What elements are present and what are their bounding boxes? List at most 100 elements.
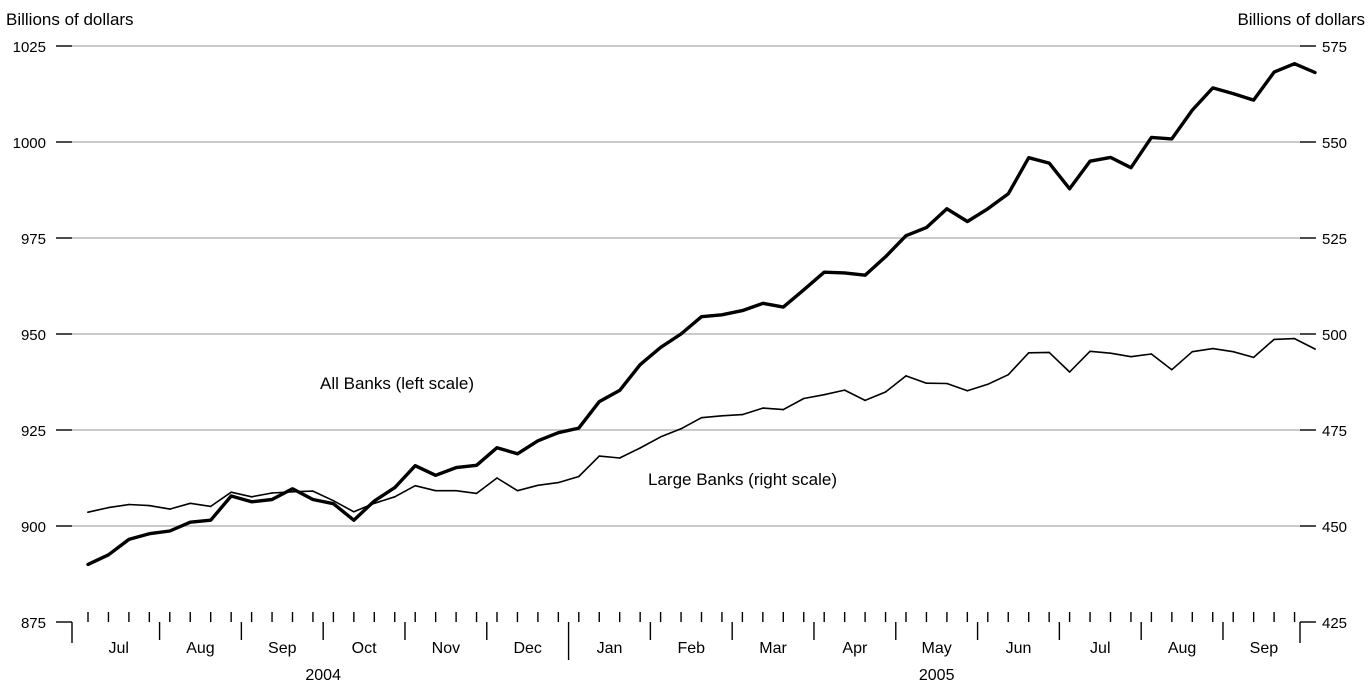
data-point [618,389,621,392]
month-label: May [922,640,952,657]
right-y-tick-label: 575 [1322,39,1347,56]
data-point [802,397,805,400]
data-point [680,333,682,335]
data-point [128,503,130,506]
data-point [312,498,314,501]
data-point [1314,71,1316,74]
data-point [905,375,907,377]
data-point [291,491,294,493]
data-point [659,436,662,438]
year-label: 2004 [305,667,341,683]
data-point [618,457,621,459]
data-point [639,447,641,449]
year-label: 2005 [919,667,955,683]
data-point [332,502,335,505]
data-point [1273,71,1275,73]
data-point [1150,136,1153,139]
data-point [455,489,457,492]
data-point [1089,160,1091,162]
data-point [741,309,744,312]
data-point [1007,373,1010,376]
data-point [393,486,396,489]
month-label: Jan [597,640,623,657]
data-point [189,521,192,523]
data-point [1130,166,1132,169]
data-point [578,475,580,478]
data-point [1314,348,1316,350]
data-point [1232,350,1234,353]
data-point [353,519,355,522]
left-y-tick-label: 875 [21,615,46,632]
data-point [782,408,785,411]
data-point [966,220,969,223]
data-point [128,538,130,541]
data-point [1130,355,1132,358]
data-point [843,389,846,391]
data-point [884,256,887,258]
month-label: Sep [1250,640,1279,657]
data-point [1191,350,1194,353]
data-point [987,383,989,386]
data-point [169,530,171,532]
month-label: Jul [108,640,128,657]
data-point [578,427,580,429]
data-point [1293,62,1296,65]
data-point [823,393,825,396]
data-point [823,271,825,273]
data-point [1273,338,1275,341]
data-point [496,477,498,479]
data-point [1211,87,1214,89]
data-point [434,474,437,477]
data-point [230,495,232,497]
data-point [802,289,805,291]
data-point [557,431,560,434]
data-point [782,306,785,308]
data-point [925,226,928,229]
data-point [475,492,478,495]
data-point [639,363,641,366]
large-banks-annotation: Large Banks (right scale) [648,470,837,489]
data-point [598,400,601,403]
data-point [1252,99,1255,101]
right-y-tick-label: 425 [1322,615,1347,632]
data-point [250,501,253,503]
data-point [700,315,703,318]
left-y-tick-label: 950 [21,327,46,344]
data-point [455,466,457,469]
data-point [762,407,764,409]
data-point [1068,371,1071,373]
data-point [87,511,89,513]
data-point [741,413,744,416]
data-point [312,490,314,492]
month-label: Dec [513,640,541,657]
data-point [332,499,335,502]
right-axis-label: Billions of dollars [1237,10,1365,29]
data-point [721,414,723,417]
month-label: Sep [268,640,297,657]
axes [56,45,1316,660]
data-point [1068,188,1071,190]
series-all-banks-line [86,62,1317,567]
data-point [209,505,212,508]
data-point [1252,356,1255,359]
data-point [721,314,723,316]
left-y-tick-label: 925 [21,423,46,440]
gridlines [72,45,1300,527]
right-y-tick-label: 525 [1322,231,1347,248]
data-point [659,346,662,349]
data-point [1109,352,1112,355]
data-point [353,510,355,513]
data-point [496,446,498,449]
data-point [864,399,866,402]
data-point [189,502,192,505]
series [86,62,1317,567]
right-y-tick-label: 550 [1322,135,1347,152]
month-label: Feb [677,640,705,657]
left-y-tick-label: 1000 [13,135,46,152]
data-point [516,453,519,455]
data-point [1007,193,1010,195]
data-point [1293,337,1296,340]
data-point [1232,92,1234,95]
month-label: Mar [759,640,787,657]
